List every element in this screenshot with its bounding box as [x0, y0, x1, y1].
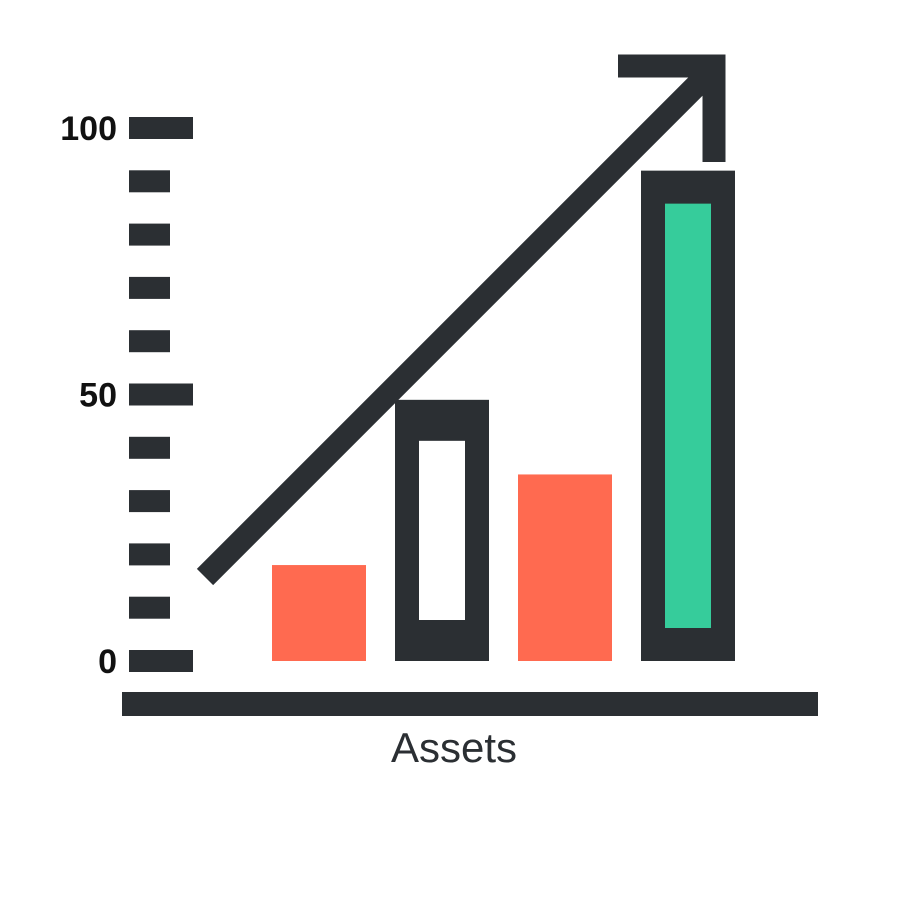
y-tick-label: 0 — [98, 643, 117, 681]
bar — [518, 474, 612, 661]
y-tick-mark — [129, 650, 193, 672]
y-tick-mark — [129, 383, 193, 406]
bar — [272, 565, 366, 661]
y-tick-label: 50 — [79, 377, 117, 415]
y-tick-mark — [129, 330, 170, 353]
y-tick-mark — [129, 543, 170, 566]
y-tick-label: 100 — [60, 110, 117, 148]
y-tick-mark — [129, 436, 170, 459]
bars — [272, 170, 735, 661]
x-axis-line — [122, 692, 818, 716]
y-tick-mark — [129, 490, 170, 513]
bar — [641, 170, 735, 661]
bar — [395, 399, 489, 661]
y-tick-mark — [129, 170, 170, 193]
trend-arrow-shaft — [196, 67, 715, 586]
x-axis-title: Assets — [391, 724, 517, 771]
y-tick-mark — [129, 117, 193, 139]
trend-arrow-head — [618, 54, 726, 162]
trend-arrow-icon — [196, 54, 726, 586]
y-tick-mark — [129, 276, 170, 299]
y-tick-mark — [129, 596, 170, 619]
y-axis-tick-labels: 0 50 100 — [60, 110, 117, 681]
y-axis-ticks — [129, 117, 193, 672]
y-tick-mark — [129, 223, 170, 246]
